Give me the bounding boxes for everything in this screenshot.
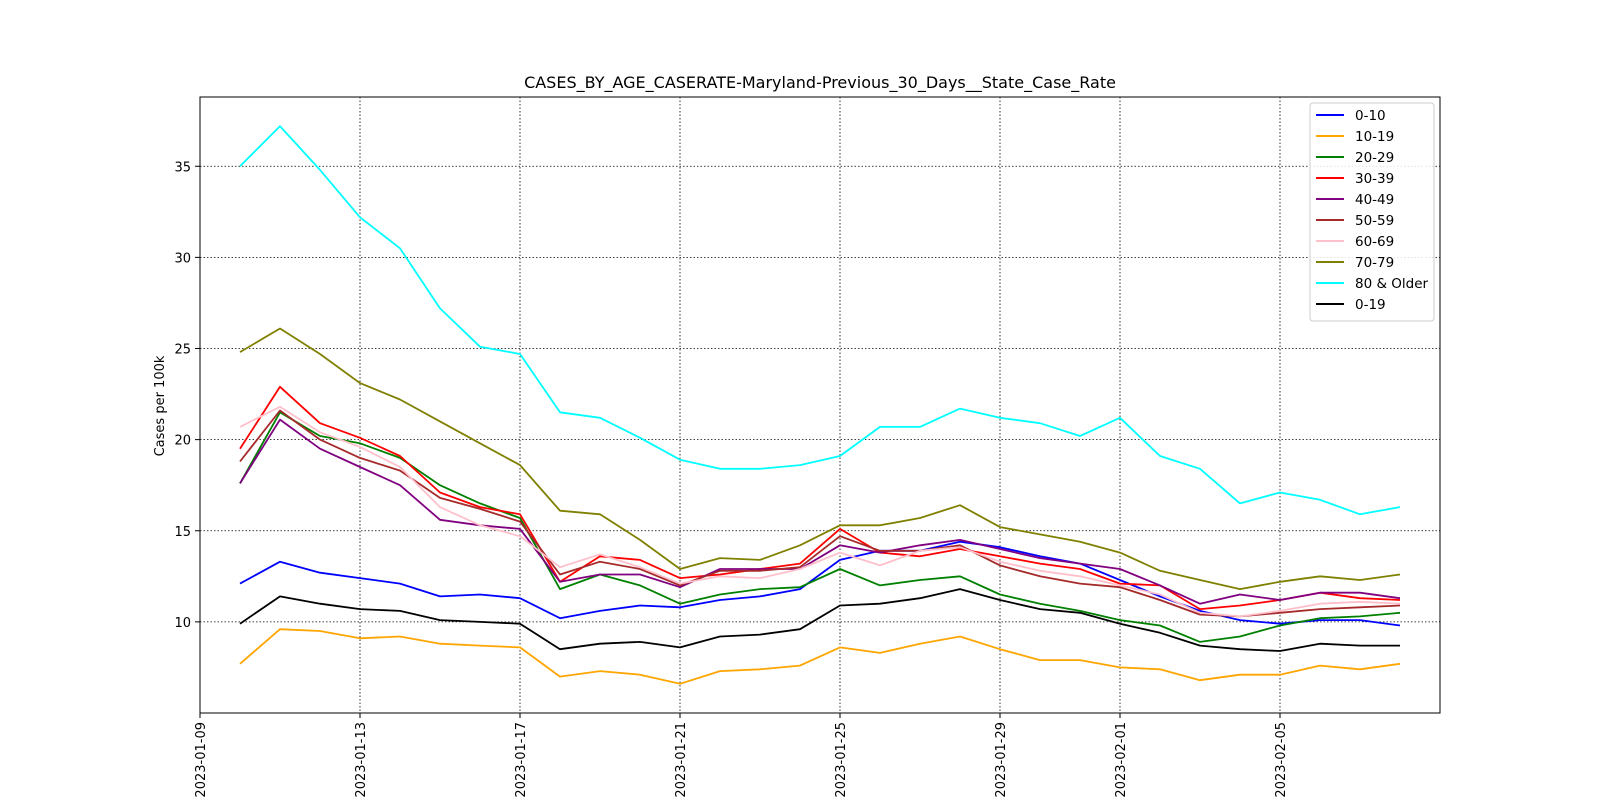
legend-label: 80 & Older — [1355, 276, 1429, 292]
series-line-0-10 — [239, 540, 1401, 627]
series-line-70-79 — [239, 327, 1401, 590]
series-line-0-19 — [239, 588, 1400, 652]
y-tick-label: 25 — [174, 343, 191, 358]
legend-label: 0-19 — [1355, 297, 1386, 313]
series-line-30-39 — [239, 385, 1401, 610]
series-line-50-59 — [239, 409, 1401, 618]
series-line-80-older — [239, 125, 1401, 516]
legend: 0-10 10-19 20-29 30-39 40-49 50-59 60-69 70-79 8… — [1309, 102, 1435, 322]
x-tick-label: 2023-02-05 — [1274, 722, 1289, 798]
x-tick-label: 2023-01-17 — [514, 722, 529, 798]
legend-label: 60-69 — [1355, 234, 1394, 250]
chart-title: CASES_BY_AGE_CASERATE-Maryland-Previous_… — [524, 73, 1116, 93]
y-tick-label: 35 — [174, 160, 191, 175]
legend-label: 70-79 — [1355, 255, 1394, 271]
x-tick-label: 2023-01-21 — [674, 722, 689, 798]
series-line-60-69 — [239, 405, 1401, 618]
series-line-40-49 — [239, 418, 1401, 605]
legend-label: 20-29 — [1355, 150, 1394, 166]
legend-label: 40-49 — [1355, 192, 1394, 208]
y-axis: 10 15 20 25 30 35 — [174, 160, 200, 631]
series-line-10-19 — [239, 628, 1401, 685]
legend-label: 30-39 — [1355, 171, 1394, 187]
plot-area-frame — [199, 96, 1441, 714]
y-axis-label: Cases per 100k — [153, 355, 168, 456]
series-line-20-29 — [239, 411, 1401, 643]
x-tick-label: 2023-02-01 — [1114, 722, 1129, 798]
y-tick-label: 20 — [174, 434, 191, 449]
y-tick-label: 15 — [174, 525, 191, 540]
y-tick-label: 30 — [174, 251, 191, 266]
y-tick-label: 10 — [174, 616, 191, 631]
x-axis: 2023-01-09 2023-01-13 2023-01-17 2023-01-21… — [194, 713, 1289, 798]
legend-label: 0-10 — [1355, 108, 1386, 124]
x-tick-label: 2023-01-09 — [194, 722, 209, 798]
legend-label: 50-59 — [1355, 213, 1394, 229]
x-tick-label: 2023-01-29 — [994, 722, 1009, 798]
series-lines — [239, 125, 1401, 685]
grid — [199, 97, 1440, 713]
legend-label: 10-19 — [1355, 129, 1394, 145]
x-tick-label: 2023-01-25 — [834, 722, 849, 798]
x-tick-label: 2023-01-13 — [354, 722, 369, 798]
